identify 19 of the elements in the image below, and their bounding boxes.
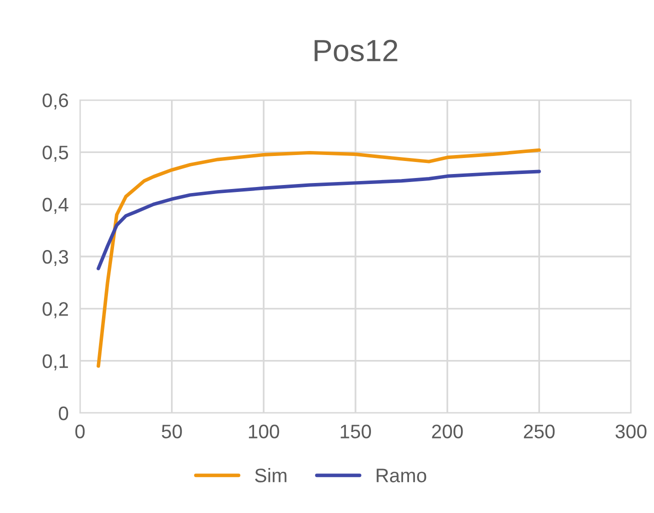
y-tick-label: 0,6 <box>42 93 68 110</box>
y-tick-label: 0,1 <box>42 354 68 370</box>
line-series <box>96 170 541 270</box>
y-tick-label: 0,5 <box>42 146 68 162</box>
x-tick-label: 150 <box>340 424 371 438</box>
chart-title: Pos12 <box>314 40 398 62</box>
y-tick-label: 0,2 <box>42 302 68 318</box>
y-tick-label: 0,4 <box>42 198 68 214</box>
x-tick-label: 300 <box>616 424 646 438</box>
x-tick-label: 250 <box>524 424 555 438</box>
line-series <box>96 148 541 368</box>
legend-label: Ramo <box>376 468 426 482</box>
x-tick-label: 200 <box>432 424 463 438</box>
legend-label: Sim <box>255 468 286 482</box>
x-tick-label: 0 <box>75 424 85 438</box>
y-tick-label: 0 <box>58 406 68 420</box>
x-tick-label: 50 <box>162 424 182 438</box>
y-tick-label: 0,3 <box>42 250 68 266</box>
x-tick-label: 100 <box>248 424 280 438</box>
